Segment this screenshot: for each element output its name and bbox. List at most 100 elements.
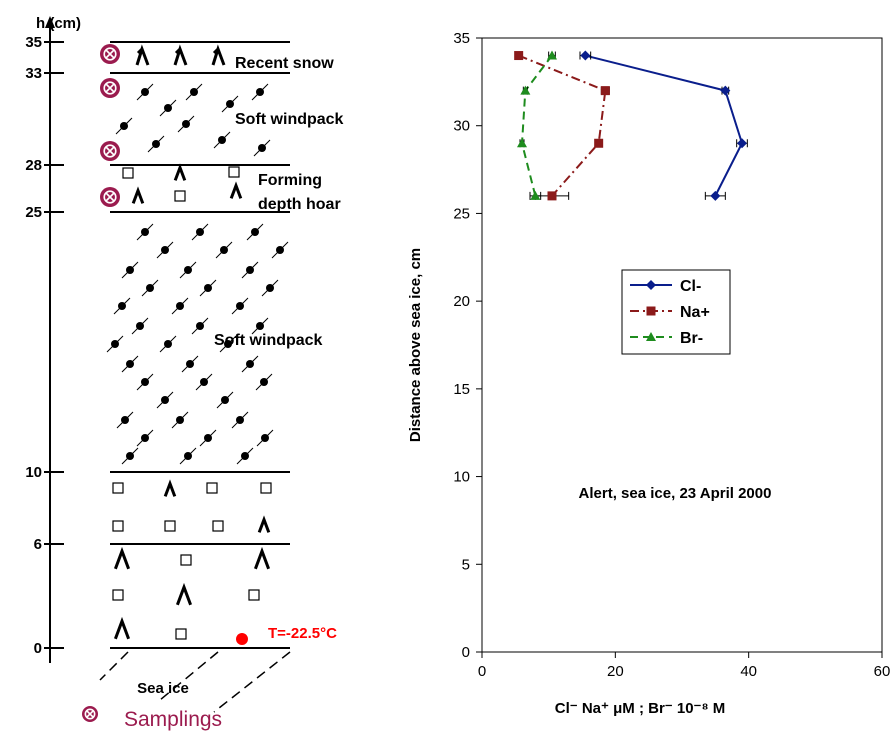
- faceted-crystal-symbol: [164, 520, 176, 532]
- data-point: [547, 191, 557, 201]
- temperature-dot: [236, 633, 248, 645]
- rounded-grain-dot: [258, 144, 266, 152]
- y-tick-label: 20: [453, 293, 470, 310]
- profile-tick-label: 0: [34, 640, 42, 657]
- rounded-grain-dot: [176, 416, 184, 424]
- rounded-grain-dot: [186, 360, 194, 368]
- faceted-crystal-symbol: [228, 166, 240, 178]
- sampling-marker-cross: [104, 82, 116, 94]
- rounded-grain-dot: [141, 434, 149, 442]
- legend-label: Cl-: [680, 278, 701, 295]
- samplings-legend-label: Samplings: [124, 708, 222, 731]
- rounded-grain-dot: [246, 266, 254, 274]
- rounded-grain-dot: [152, 140, 160, 148]
- rounded-grain-dot: [184, 266, 192, 274]
- legend-marker: [646, 332, 656, 341]
- data-point: [580, 50, 591, 61]
- rounded-grain-dot: [118, 302, 126, 310]
- data-point: [710, 190, 721, 201]
- rounded-grain-dot: [190, 88, 198, 96]
- rounded-grain-dot: [196, 228, 204, 236]
- rounded-grain-dot: [184, 452, 192, 460]
- data-point: [517, 138, 527, 148]
- rounded-grain-dot: [246, 360, 254, 368]
- rounded-grain-dot: [146, 284, 154, 292]
- rounded-grain-dot: [251, 228, 259, 236]
- sea-ice-hatch-line: [159, 651, 219, 701]
- sampling-marker-ring: [103, 81, 117, 95]
- rounded-grain-dot: [224, 340, 232, 348]
- sea-ice-label: Sea ice: [137, 680, 189, 697]
- x-axis-label: Cl⁻ Na⁺ μM ; Br⁻ 10⁻⁸ M: [555, 700, 725, 717]
- rounded-grain-dot: [196, 322, 204, 330]
- layer-label: Soft windpack: [235, 111, 344, 128]
- chart-axes: 0 20 40 60 0 5 10 15 20 25 30 35: [453, 30, 890, 680]
- chart: 0 20 40 60 0 5 10 15 20 25 30 35 Alert, sea ice, 23…: [407, 30, 890, 717]
- sea-ice-hatch-line: [99, 651, 129, 681]
- y-tick-label: 10: [453, 469, 470, 486]
- temperature-label: T=-22.5°C: [268, 625, 337, 642]
- depth-hoar-symbol: [257, 515, 271, 533]
- sampling-marker-ring: [103, 190, 117, 204]
- series-2: [517, 50, 557, 200]
- rounded-grain-dot: [164, 340, 172, 348]
- new-snow-symbol: [135, 44, 150, 66]
- rounded-grain-dot: [236, 416, 244, 424]
- rounded-grain-dot: [120, 122, 128, 130]
- faceted-crystal-symbol: [175, 628, 187, 640]
- rounded-grain-dot: [200, 378, 208, 386]
- sampling-legend-marker-cross: [85, 709, 95, 719]
- rounded-grain-dot: [204, 284, 212, 292]
- sampling-legend-icon: [82, 706, 98, 722]
- data-point: [600, 86, 610, 96]
- rounded-grain-dot: [256, 88, 264, 96]
- data-point: [594, 138, 604, 148]
- profile-tick-label: 35: [25, 34, 42, 51]
- x-tick-label: 0: [478, 663, 486, 680]
- rounded-grain-dot: [266, 284, 274, 292]
- depth-hoar-symbol: [173, 163, 187, 181]
- new-snow-symbol: [173, 44, 188, 66]
- rounded-grain-dot: [126, 452, 134, 460]
- rounded-grain-dot: [236, 302, 244, 310]
- y-tick-label: 25: [453, 205, 470, 222]
- faceted-crystal-symbol: [174, 190, 186, 202]
- profile-tick-label: 6: [34, 536, 42, 553]
- depth-hoar-symbol: [131, 186, 145, 204]
- rounded-grain-dot: [126, 360, 134, 368]
- legend-label: Br-: [680, 330, 703, 347]
- rounded-grain-dot: [136, 322, 144, 330]
- rounded-grain-dot: [218, 136, 226, 144]
- faceted-crystal-symbol: [206, 482, 218, 494]
- rounded-grain-dot: [121, 416, 129, 424]
- sampling-marker-cross: [104, 191, 116, 203]
- legend-marker: [646, 306, 656, 316]
- depth-hoar-symbol: [163, 479, 177, 497]
- layer-label: Soft windpack: [214, 332, 323, 349]
- data-point: [547, 50, 557, 60]
- series-0: [579, 50, 748, 201]
- series-1: [514, 51, 610, 201]
- data-point: [737, 138, 747, 149]
- y-tick-label: 35: [453, 30, 470, 47]
- layer-label: Forming: [258, 172, 322, 189]
- rounded-grain-dot: [182, 120, 190, 128]
- legend-label: Na+: [680, 304, 710, 321]
- samplings-legend: Samplings: [82, 706, 222, 731]
- plot-frame: [481, 37, 883, 653]
- rounded-grain-dot: [226, 100, 234, 108]
- rounded-grain-dot: [276, 246, 284, 254]
- rounded-grain-dot: [141, 228, 149, 236]
- rounded-grain-dot: [260, 378, 268, 386]
- depth-hoar-symbol: [253, 546, 271, 570]
- sampling-marker-cross: [104, 48, 116, 60]
- rounded-grain-dot: [164, 104, 172, 112]
- rounded-grain-dot: [256, 322, 264, 330]
- layer-label: depth hoar: [258, 196, 341, 213]
- layer-label: Recent snow: [235, 55, 334, 72]
- rounded-grain-dot: [176, 302, 184, 310]
- profile-axis-title: h (cm): [36, 15, 81, 32]
- rounded-grain-dot: [241, 452, 249, 460]
- faceted-crystal-symbol: [260, 482, 272, 494]
- rounded-grain-dot: [111, 340, 119, 348]
